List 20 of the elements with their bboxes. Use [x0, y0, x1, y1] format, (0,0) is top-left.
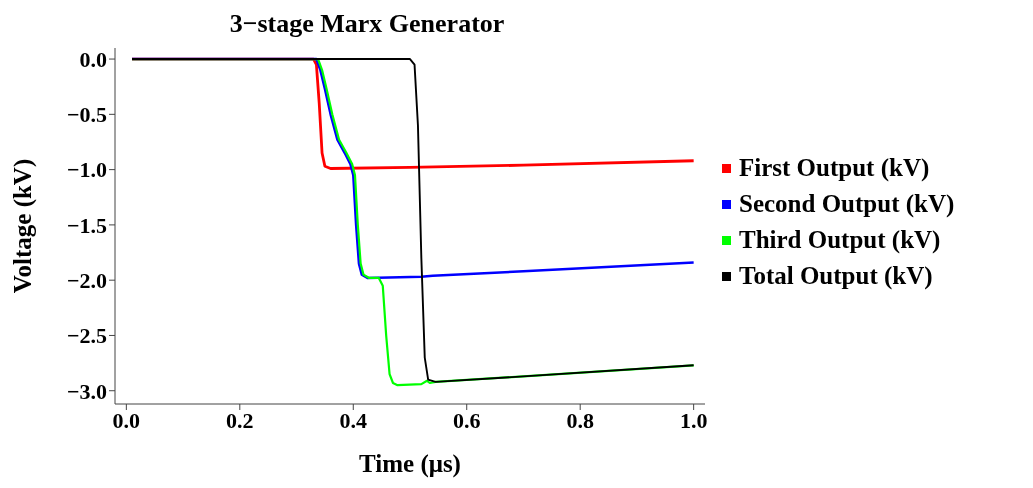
- y-tick-label: −2.5: [66, 323, 107, 349]
- y-tick-label: 0.0: [79, 46, 107, 72]
- x-tick-label: 0.8: [566, 407, 594, 433]
- x-tick-label: 0.0: [112, 407, 141, 433]
- y-tick-label: −2.0: [66, 267, 107, 293]
- y-axis-title: Voltage (kV): [8, 158, 37, 294]
- y-tick-label: −3.0: [66, 378, 107, 404]
- x-tick-label: 0.2: [226, 407, 254, 433]
- y-tick-label: −1.5: [66, 212, 107, 238]
- y-tick-label: −0.5: [66, 102, 107, 128]
- legend-label: Total Output (kV): [739, 261, 933, 292]
- legend-label: First Output (kV): [739, 153, 930, 183]
- chart-title: 3−stage Marx Generator: [229, 9, 505, 38]
- x-tick-label: 1.0: [679, 407, 708, 433]
- y-tick-label: −1.0: [66, 157, 107, 183]
- legend-label: Third Output (kV): [739, 225, 941, 255]
- x-tick-label: 0.6: [452, 407, 481, 433]
- x-tick-label: 0.4: [339, 407, 368, 433]
- legend-label: Second Output (kV): [739, 189, 955, 219]
- x-axis-title: Time (μs): [359, 450, 461, 478]
